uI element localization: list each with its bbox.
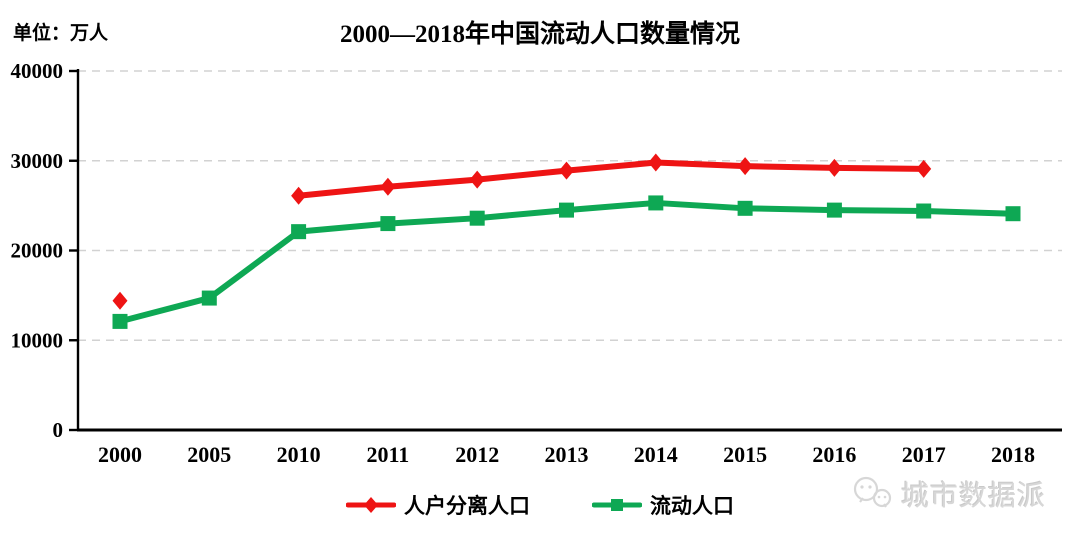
legend-label-1: 流动人口: [650, 495, 734, 518]
y-tick-label: 40000: [11, 59, 64, 83]
data-point-1-2017: [916, 203, 932, 219]
data-point-1-2010: [291, 224, 307, 240]
data-point-0-2000: [112, 291, 128, 310]
series-line-1: [117, 199, 1016, 325]
data-point-0-2010: [291, 186, 307, 205]
chart-title: 2000—2018年中国流动人口数量情况: [339, 21, 740, 48]
x-tick-label: 2011: [367, 442, 410, 467]
line-chart: 0 10000 20000 30000 40000 2000 2005 2010 2011 201…: [11, 59, 1062, 467]
y-tick-label: 20000: [11, 239, 64, 263]
diamond-legend-marker-icon: [346, 497, 396, 513]
series-line-0: [295, 159, 927, 199]
data-point-1-2018: [1005, 206, 1021, 222]
watermark-text: 城市数据派: [900, 480, 1046, 511]
chart-legend: 人户分离人口 流动人口: [0, 490, 1080, 520]
x-tick-label: 2015: [723, 442, 767, 467]
data-point-1-2016: [826, 202, 842, 218]
data-point-0-2014: [648, 153, 664, 172]
x-tick-label: 2012: [455, 442, 499, 467]
y-tick-label: 10000: [11, 328, 64, 352]
legend-label-0: 人户分离人口: [404, 495, 530, 518]
data-point-1-2015: [737, 200, 753, 216]
y-tick-label: 0: [53, 418, 64, 442]
watermark: 城市数据派: [851, 474, 1046, 514]
legend-item-0: 人户分离人口: [346, 490, 530, 520]
data-point-1-2011: [380, 216, 396, 232]
data-point-1-2014: [648, 195, 664, 211]
data-point-0-2011: [380, 177, 396, 196]
x-tick-label: 2005: [187, 442, 231, 467]
data-point-1-2012: [469, 210, 485, 226]
data-point-0-2013: [559, 161, 574, 180]
unit-label: 单位：万人: [13, 23, 109, 44]
legend-item-1: 流动人口: [592, 490, 734, 520]
x-tick-label: 2018: [991, 442, 1035, 467]
x-tick-label: 2000: [98, 442, 142, 467]
data-point-0-2012: [469, 170, 485, 189]
x-tick-label: 2014: [634, 442, 678, 467]
data-point-0-2015: [737, 157, 753, 176]
y-tick-label: 30000: [11, 149, 64, 173]
data-point-1-2000: [112, 313, 128, 329]
wechat-icon: [853, 476, 892, 508]
data-point-1-2013: [559, 202, 574, 218]
data-point-0-2017: [916, 159, 932, 178]
x-tick-label: 2010: [277, 442, 321, 467]
data-point-1-2005: [201, 290, 217, 306]
x-tick-label: 2017: [902, 442, 946, 467]
square-legend-marker-icon: [592, 499, 642, 511]
x-tick-label: 2016: [812, 442, 856, 467]
data-point-0-2016: [826, 158, 842, 177]
x-tick-label: 2013: [545, 442, 589, 467]
